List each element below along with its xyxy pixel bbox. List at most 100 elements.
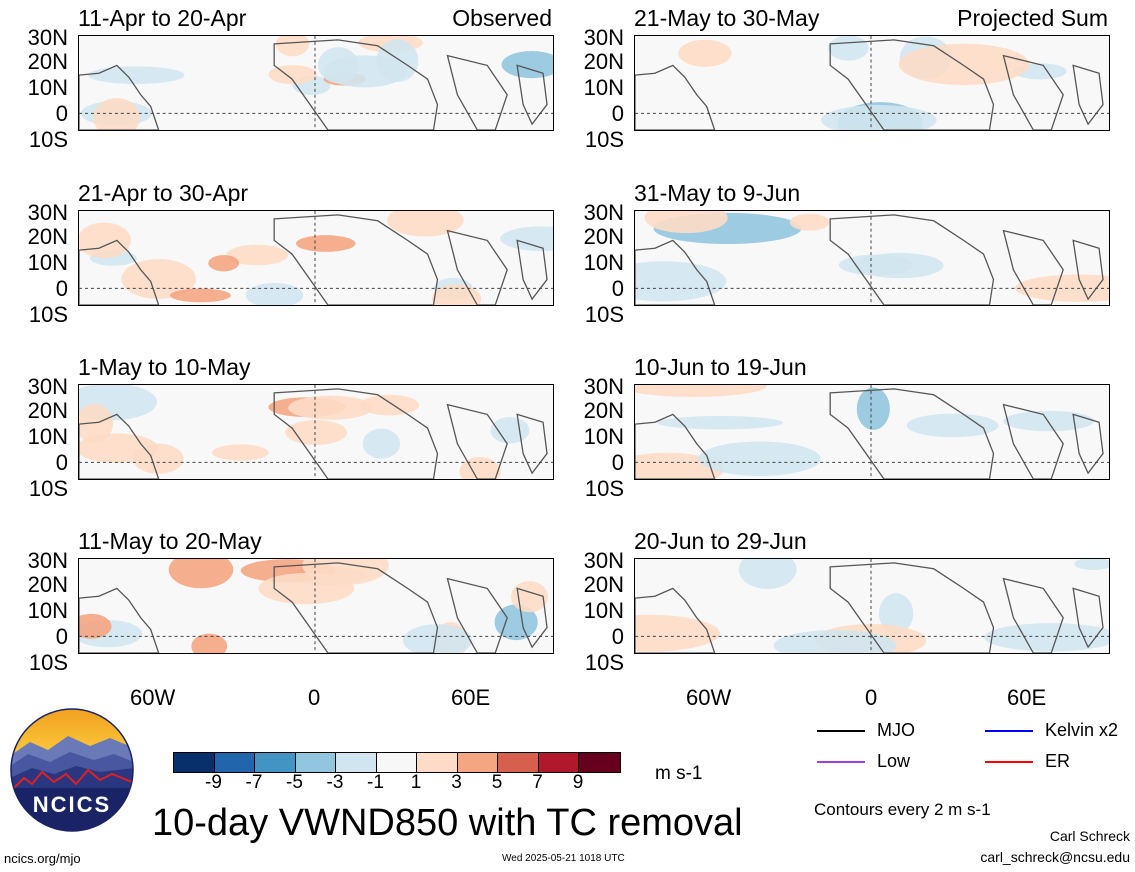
legend-low-line [817, 760, 865, 763]
main-title: 10-day VWND850 with TC removal [152, 802, 743, 844]
lat-tick-label: 20N [583, 224, 624, 249]
colorbar-tick-label: -7 [245, 772, 263, 793]
lat-tick-label: 10S [28, 127, 68, 152]
panel-title: 1-May to 10-May [78, 354, 251, 380]
lon-label-60w-left: 60W [130, 685, 176, 710]
panel-title: 10-Jun to 19-Jun [634, 354, 807, 380]
lat-labels: 30N 20N 10N 0 10S [564, 550, 624, 674]
anomaly-blob [402, 624, 473, 653]
anomaly-blob [1074, 559, 1109, 570]
coastline [829, 214, 995, 305]
coastline [635, 587, 716, 653]
legend-er: ER [985, 751, 1070, 772]
site-link[interactable]: ncics.org/mjo [4, 851, 81, 866]
anomaly-blob [79, 613, 112, 639]
coastline [446, 229, 508, 305]
lat-tick-label: 30N [583, 374, 624, 399]
anomaly-blob [268, 65, 317, 85]
legend-er-line [985, 760, 1033, 763]
lat-tick-label: 30N [583, 25, 624, 50]
lat-tick-label: 10N [583, 250, 624, 275]
legend-mjo-label: MJO [877, 720, 915, 740]
colorbar-tick-label: 7 [532, 772, 543, 793]
lat-tick-label: 20N [27, 572, 68, 597]
lon-label-0-right: 0 [865, 685, 878, 710]
legend-er-label: ER [1045, 751, 1071, 771]
lat-tick-label: 20N [27, 49, 68, 74]
lat-tick-label: 10S [584, 476, 624, 501]
vwnd-map [634, 558, 1110, 654]
colorbar-cell [336, 753, 377, 772]
colorbar-cell [174, 753, 215, 772]
lat-tick-label: 10S [28, 476, 68, 501]
lat-tick-label: 10S [28, 302, 68, 327]
vwnd-map [78, 384, 554, 480]
panel-title: 21-Apr to 30-Apr [78, 180, 249, 206]
map-panel-projected-4: 20-Jun to 29-Jun [634, 528, 1110, 654]
anomaly-blob [678, 39, 732, 67]
coastline [516, 413, 548, 475]
lon-label-60w-right: 60W [686, 685, 732, 710]
lat-tick-label: 0 [611, 276, 624, 301]
coastline [1072, 413, 1104, 475]
lat-labels: 30N 20N 10N 0 10S [564, 200, 624, 326]
anomaly-blob [275, 36, 310, 57]
coastline [635, 413, 716, 479]
anomaly-blob [698, 441, 821, 476]
colorbar-cell [214, 753, 255, 772]
anomaly-blob [212, 444, 269, 461]
colorbar-tick-label: -9 [205, 772, 222, 793]
colorbar-units: m s-1 [655, 763, 703, 784]
anomaly-blob [93, 97, 141, 130]
map-panel-projected-1: 21-May to 30-May Projected Sum [634, 5, 1110, 131]
logo-text: NCICS [33, 792, 111, 817]
lat-tick-label: 10N [27, 598, 68, 623]
anomaly-blob [288, 395, 374, 420]
anomaly-blob [789, 213, 830, 231]
lat-tick-label: 30N [27, 200, 68, 225]
map-panel-observed-1: 11-Apr to 20-Apr Observed [78, 5, 554, 131]
panel-title: 31-May to 9-Jun [634, 180, 801, 206]
lat-labels: 30N 20N 10N 0 10S [564, 25, 624, 151]
anomaly-blob [79, 222, 131, 259]
anomaly-blob [79, 403, 114, 444]
legend-low: Low [817, 751, 910, 772]
map-panel-observed-2: 21-Apr to 30-Apr [78, 180, 554, 306]
anomaly-blob [191, 633, 228, 653]
vwnd-map [634, 384, 1110, 480]
coastline [1072, 64, 1104, 126]
lat-tick-label: 10N [27, 250, 68, 275]
coastline [635, 64, 716, 130]
lat-tick-label: 30N [583, 200, 624, 225]
map-panel-observed-4: 11-May to 20-May [78, 528, 554, 654]
lat-tick-label: 10S [584, 650, 624, 675]
panel-title: 11-May to 20-May [78, 528, 262, 554]
coastline [1002, 229, 1064, 305]
lat-tick-label: 0 [611, 624, 624, 649]
anomaly-blob [362, 428, 401, 459]
anomaly-blob [459, 456, 501, 479]
coastline [516, 587, 548, 649]
anomaly-blob [644, 211, 728, 234]
anomaly-blob [657, 416, 783, 430]
anomaly-blob [245, 282, 304, 305]
anomaly-blob [208, 255, 240, 272]
anomaly-blob [494, 604, 538, 641]
coastline [516, 239, 548, 301]
anomaly-blob [856, 387, 890, 430]
anomaly-blob [828, 36, 869, 61]
colorbar-tick-label: -5 [286, 772, 303, 793]
coastline [1002, 403, 1064, 479]
vwnd-map [634, 210, 1110, 306]
anomaly-blob [258, 573, 355, 605]
lat-tick-label: 0 [55, 101, 68, 126]
lat-tick-label: 10N [27, 75, 68, 100]
colorbar-tick-label: -3 [326, 772, 344, 793]
lat-tick-label: 30N [27, 25, 68, 50]
coastline [273, 39, 439, 130]
lat-tick-label: 30N [27, 374, 68, 399]
coastline [635, 239, 716, 305]
panel-title: 20-Jun to 29-Jun [634, 528, 807, 554]
coastline [79, 64, 160, 130]
vwnd-map [78, 558, 554, 654]
